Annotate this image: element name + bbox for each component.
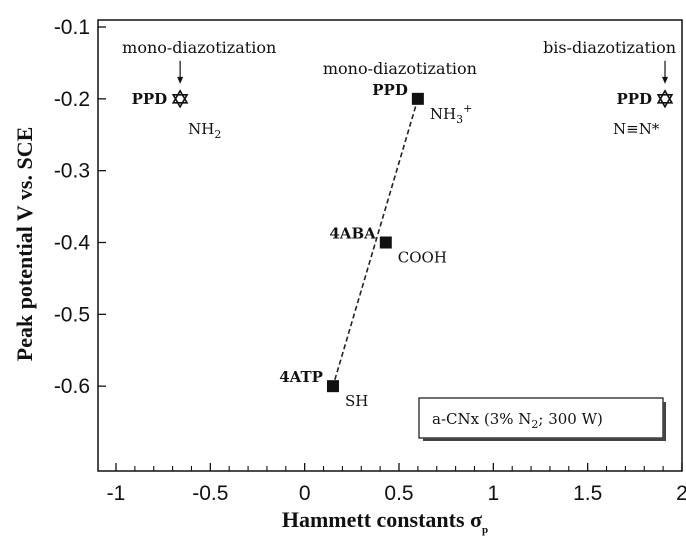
legend-text: a-CNx (3% N2; 300 W) [432, 410, 603, 431]
compound-label: 4ATP [279, 368, 323, 386]
arrow-head [662, 76, 669, 84]
substituent-label: NH3+ [430, 102, 472, 126]
annotation-text: bis-diazotization [543, 38, 676, 57]
substituent-label: SH [345, 392, 368, 410]
y-axis-ticks: -0.1 -0.2 -0.3 -0.4 -0.5 -0.6 [54, 16, 106, 398]
trend-line [332, 98, 419, 387]
substituent-label: COOH [398, 249, 447, 267]
y-tick-label: -0.1 [54, 16, 90, 39]
annotation-text: mono-diazotization [122, 38, 276, 57]
plot-frame [97, 19, 683, 472]
x-axis-label: Hammett constants σp [282, 507, 488, 536]
x-tick-label: -1 [107, 482, 126, 505]
x-tick-label: 0 [299, 482, 311, 505]
compound-label: 4ABA [329, 225, 376, 243]
y-tick-label: -0.4 [54, 232, 91, 255]
legend-box: a-CNx (3% N2; 300 W) [418, 397, 666, 441]
y-tick-label: -0.3 [54, 160, 90, 183]
x-tick-label: 2 [676, 482, 686, 505]
compound-label: PPD [132, 90, 168, 108]
star-marker [656, 89, 674, 109]
legend-frame [418, 397, 664, 439]
y-tick-label: -0.2 [54, 88, 90, 111]
y-axis-label: Peak potential V vs. SCE [12, 127, 37, 362]
substituent-label: N≡N* [613, 120, 660, 138]
substituent-label: NH2 [188, 120, 221, 141]
legend-shadow [663, 402, 666, 441]
x-tick-label: 1 [487, 482, 499, 505]
compound-label: PPD [372, 81, 408, 99]
annotation-text: mono-diazotization [323, 59, 477, 78]
x-axis-ticks: -1 -0.5 0 0.5 1 1.5 2 [107, 463, 686, 505]
square-marker [411, 92, 424, 105]
compound-label: PPD [616, 90, 652, 108]
y-tick-label: -0.6 [54, 375, 90, 398]
legend-shadow-bottom [423, 438, 666, 441]
arrow-head [177, 76, 184, 84]
x-tick-label: 1.5 [573, 482, 602, 505]
x-tick-label: 0.5 [384, 482, 413, 505]
square-marker [379, 236, 392, 249]
y-tick-label: -0.5 [54, 303, 90, 326]
x-tick-label: -0.5 [192, 482, 228, 505]
square-marker [326, 380, 339, 393]
star-marker [171, 89, 189, 109]
